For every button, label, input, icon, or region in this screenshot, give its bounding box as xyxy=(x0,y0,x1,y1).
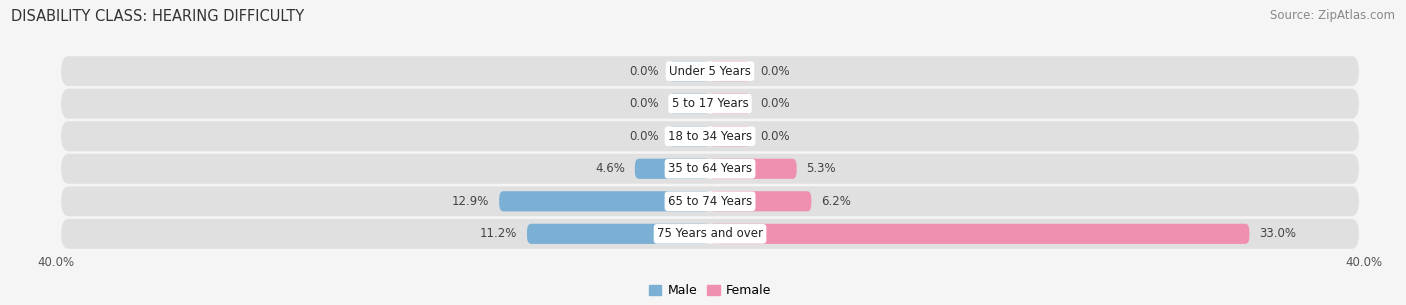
Text: 5 to 17 Years: 5 to 17 Years xyxy=(672,97,748,110)
Text: 11.2%: 11.2% xyxy=(479,227,517,240)
FancyBboxPatch shape xyxy=(710,159,797,179)
FancyBboxPatch shape xyxy=(669,94,710,114)
Text: 0.0%: 0.0% xyxy=(761,130,790,143)
Text: Source: ZipAtlas.com: Source: ZipAtlas.com xyxy=(1270,9,1395,22)
FancyBboxPatch shape xyxy=(60,186,1360,216)
FancyBboxPatch shape xyxy=(60,56,1360,86)
FancyBboxPatch shape xyxy=(527,224,710,244)
Legend: Male, Female: Male, Female xyxy=(644,279,776,303)
FancyBboxPatch shape xyxy=(60,89,1360,119)
Text: 5.3%: 5.3% xyxy=(807,162,837,175)
FancyBboxPatch shape xyxy=(60,154,1360,184)
Text: 0.0%: 0.0% xyxy=(761,97,790,110)
Text: 65 to 74 Years: 65 to 74 Years xyxy=(668,195,752,208)
Text: Under 5 Years: Under 5 Years xyxy=(669,65,751,78)
FancyBboxPatch shape xyxy=(710,126,751,146)
FancyBboxPatch shape xyxy=(710,191,811,211)
Text: 18 to 34 Years: 18 to 34 Years xyxy=(668,130,752,143)
Text: DISABILITY CLASS: HEARING DIFFICULTY: DISABILITY CLASS: HEARING DIFFICULTY xyxy=(11,9,305,24)
Text: 0.0%: 0.0% xyxy=(630,65,659,78)
Text: 6.2%: 6.2% xyxy=(821,195,851,208)
Text: 12.9%: 12.9% xyxy=(451,195,489,208)
FancyBboxPatch shape xyxy=(669,126,710,146)
Text: 4.6%: 4.6% xyxy=(595,162,626,175)
Text: 0.0%: 0.0% xyxy=(630,97,659,110)
FancyBboxPatch shape xyxy=(710,224,1250,244)
Text: 0.0%: 0.0% xyxy=(761,65,790,78)
Text: 33.0%: 33.0% xyxy=(1260,227,1296,240)
FancyBboxPatch shape xyxy=(710,94,751,114)
FancyBboxPatch shape xyxy=(60,219,1360,249)
Text: 75 Years and over: 75 Years and over xyxy=(657,227,763,240)
FancyBboxPatch shape xyxy=(60,121,1360,151)
Text: 0.0%: 0.0% xyxy=(630,130,659,143)
FancyBboxPatch shape xyxy=(669,61,710,81)
FancyBboxPatch shape xyxy=(710,61,751,81)
Text: 35 to 64 Years: 35 to 64 Years xyxy=(668,162,752,175)
FancyBboxPatch shape xyxy=(499,191,710,211)
FancyBboxPatch shape xyxy=(636,159,710,179)
